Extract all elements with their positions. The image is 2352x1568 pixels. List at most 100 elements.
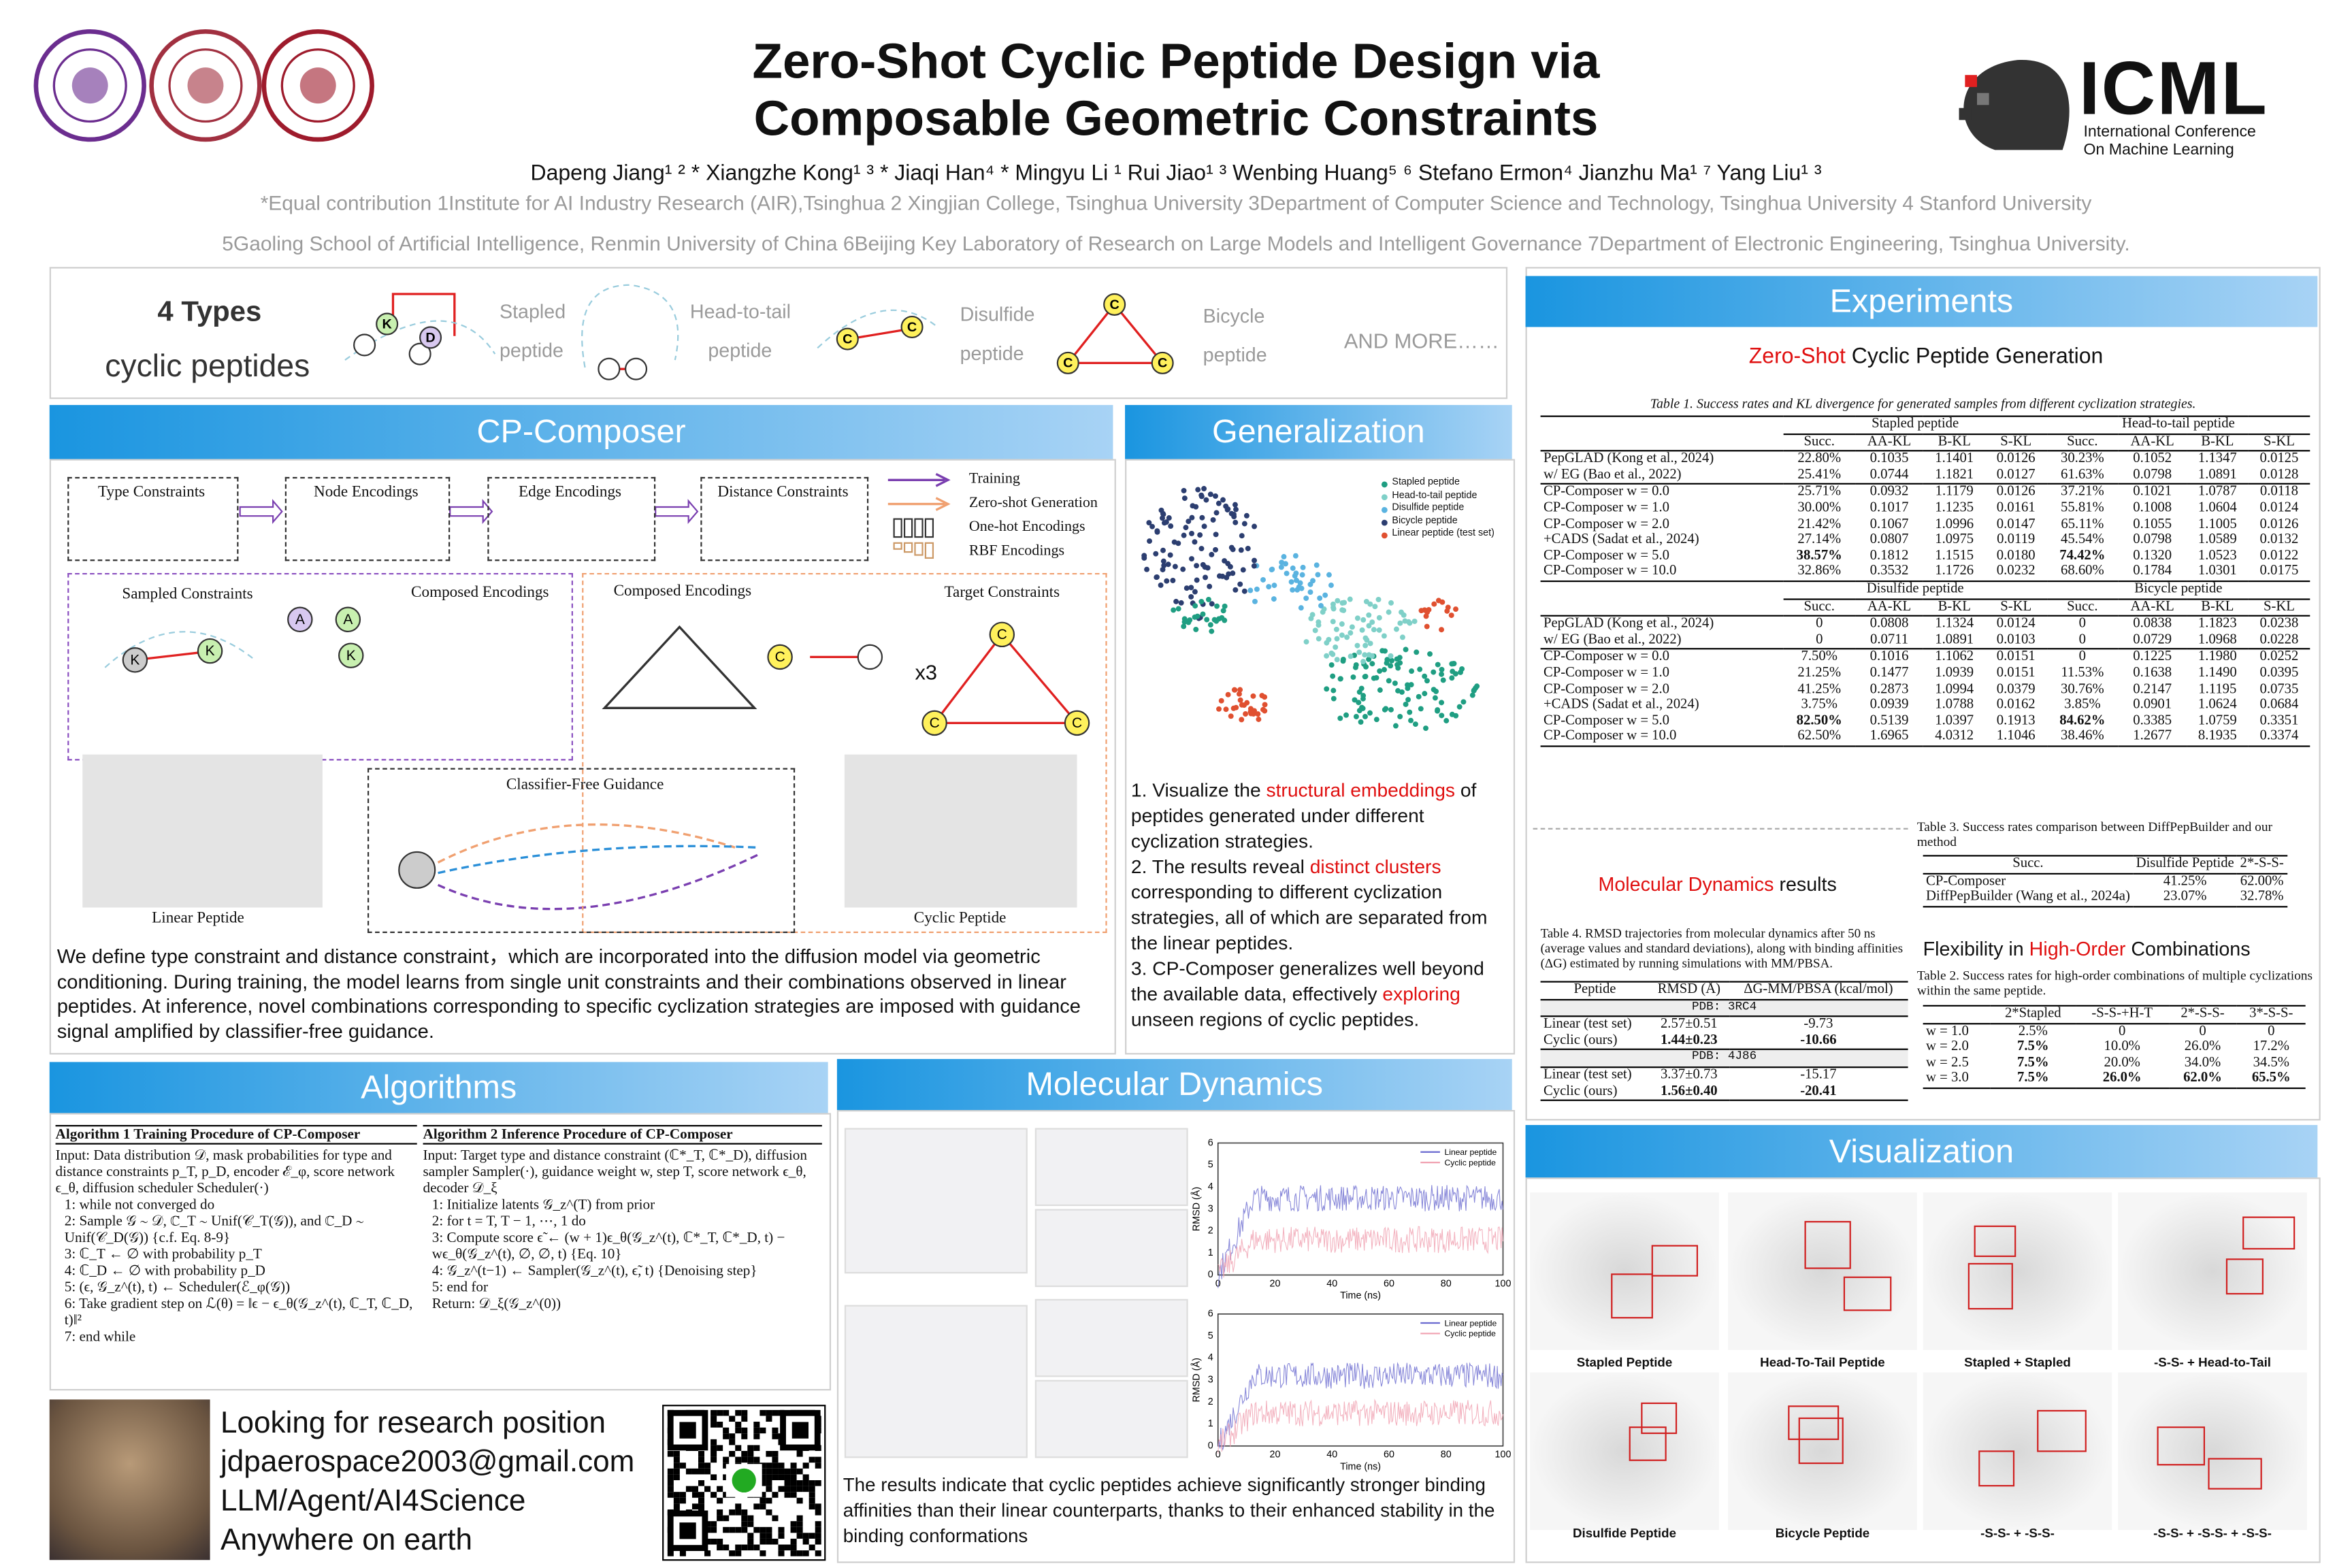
cell: 1.2677: [2118, 729, 2187, 747]
scatter-dot: [1198, 598, 1205, 604]
seal: [33, 29, 146, 142]
cell: 0.1055: [2133, 517, 2172, 532]
row: CP-Composer w = 2.0 21.42% 0.1067 1.0996 0.0…: [1541, 517, 2310, 532]
cell: 0.0126: [2259, 517, 2299, 532]
highlight-box: [1641, 1402, 1678, 1434]
legend-dot: [1381, 519, 1388, 526]
column-header: RMSD (Å): [1649, 981, 1729, 1000]
scatter-dot: [1213, 546, 1218, 553]
qr-cell: [698, 1480, 705, 1486]
scatter-dot: [1154, 574, 1160, 580]
cell: 0.0161: [1996, 501, 2036, 517]
qr-cell: [778, 1533, 785, 1539]
qr-cell: [735, 1445, 742, 1452]
row: Linear (test set) 3.37±0.73 -15.17: [1540, 1066, 1908, 1084]
scatter-dot: [1218, 698, 1224, 704]
qr-cell: [735, 1422, 742, 1428]
qr-cell: [790, 1463, 797, 1469]
cell: 1.1062: [1923, 648, 1985, 666]
table-wrap: 2*Stapled -S-S-+H-T 2*-S-S- 3*-S-S-w = 1.0 2…: [1923, 1004, 2306, 1110]
column-header: Succ.: [1923, 855, 2134, 873]
cell: 0.0684: [2259, 698, 2299, 713]
scatter-dot: [1239, 717, 1245, 723]
scatter-dot: [1356, 649, 1362, 655]
algorithm: Algorithm 1 Training Procedure of CP-Com…: [55, 1125, 417, 1380]
qr-cell: [778, 1463, 785, 1469]
scatter-dot: [1324, 653, 1330, 659]
qr-cell: [710, 1451, 717, 1457]
qr-cell: [698, 1468, 705, 1475]
label: 3: [1208, 1375, 1213, 1386]
row: Succ. AA-KL B-KL S-KL Succ. AA-KL B-KL S-KL: [1541, 434, 2310, 451]
cell: 2.57±0.51: [1649, 1015, 1729, 1034]
cell: 41.25%: [1797, 681, 1842, 697]
scatter-dot: [1171, 607, 1177, 613]
cell: CP-Composer w = 1.0: [1543, 666, 1670, 681]
scatter-dot: [1439, 599, 1446, 605]
shape: [437, 853, 758, 911]
cell: 0.1008: [2133, 501, 2172, 517]
qr-cell: [790, 1492, 797, 1498]
qr-cell: [698, 1463, 705, 1469]
row: PepGLAD (Kong et al., 2024) 0 0.0808 1.1324…: [1540, 615, 2310, 633]
scatter-dot: [1352, 664, 1358, 670]
list-item: 1. Visualize the structural embeddings o…: [1131, 777, 1506, 853]
column-header: B-KL: [1938, 434, 1971, 450]
shape: [602, 625, 757, 709]
qr-cell: [760, 1409, 766, 1416]
cell: 0: [2078, 632, 2087, 648]
dashed-box: [487, 476, 656, 561]
shape: [887, 473, 951, 487]
more-label: AND MORE……: [1343, 328, 1499, 353]
cell: [1540, 580, 1784, 599]
shape: [398, 851, 436, 889]
scatter-dot: [1360, 693, 1367, 699]
scatter-dot: [1347, 596, 1353, 602]
shape: [335, 606, 361, 633]
scatter-dot: [1435, 707, 1441, 713]
scatter-dot: [1144, 566, 1150, 572]
cell: 0.0175: [2259, 564, 2299, 580]
qr-cell: [723, 1463, 730, 1469]
qr-cell: [778, 1550, 785, 1556]
scatter-dot: [1300, 564, 1306, 570]
scatter-dot: [1333, 626, 1339, 632]
column-header: Succ.: [2067, 434, 2098, 450]
row: w = 2.5 7.5% 20.0% 34.0% 34.5%: [1923, 1056, 2306, 1071]
qr-cell: [796, 1515, 803, 1522]
cell: 0.0124: [1984, 615, 2047, 633]
scatter-dot: [1298, 605, 1304, 611]
shape: [437, 823, 736, 864]
scatter-dot: [1422, 691, 1428, 697]
qr-cell: [691, 1486, 698, 1492]
cell: 0.0180: [1996, 549, 2036, 564]
cell: 0.0125: [2248, 450, 2310, 468]
qr-cell: [704, 1463, 711, 1469]
qr-cell: [772, 1427, 779, 1434]
scatter-dot: [1205, 596, 1211, 602]
scatter-dot: [1405, 697, 1411, 703]
scatter-dot: [1198, 546, 1205, 552]
box-label: Edge Encodings: [519, 484, 622, 502]
scatter-dot: [1294, 587, 1301, 593]
scatter-dot: [1371, 627, 1377, 633]
scatter-dot: [1228, 713, 1234, 719]
qr-cell: [790, 1521, 797, 1527]
scatter-dot: [1192, 539, 1198, 545]
cell: 0.0232: [1996, 564, 2036, 580]
qr-cell: [679, 1492, 686, 1498]
scatter-dot: [1330, 687, 1337, 693]
qr-cell: [723, 1492, 730, 1498]
qr-cell: [673, 1503, 680, 1509]
scatter-dot: [1223, 503, 1229, 509]
cell: 1.1005: [2198, 517, 2237, 532]
scatter-dot: [1417, 666, 1423, 672]
scatter-dot: [1424, 623, 1430, 630]
qr-cell: [778, 1544, 785, 1551]
qr-cell: [667, 1486, 674, 1492]
shape: [767, 644, 793, 670]
scatter-dot: [1449, 661, 1455, 667]
column-header: 2*-S-S-: [2237, 855, 2287, 873]
scatter-dot: [1193, 626, 1199, 632]
